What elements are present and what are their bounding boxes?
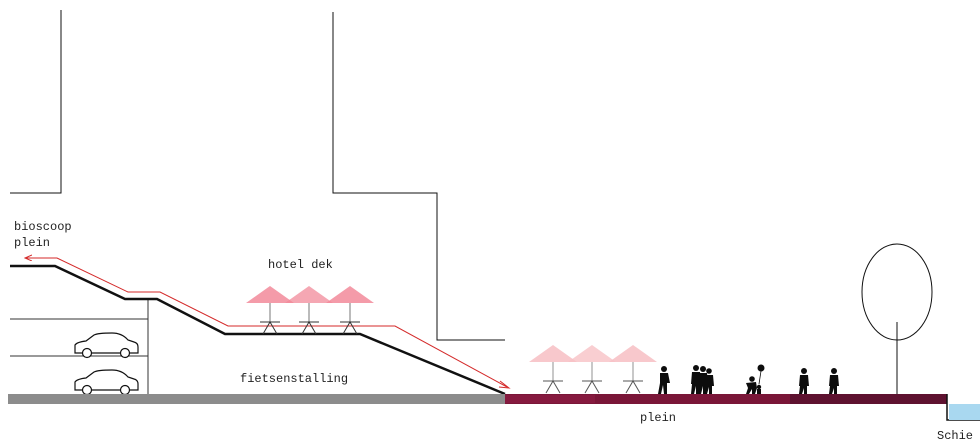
tree-icon [861, 243, 933, 394]
plaza-surface-accent [505, 395, 595, 403]
water [949, 404, 980, 420]
label-bioscoop-line2: plein [14, 236, 50, 250]
person-icon [799, 368, 809, 394]
building-outline-right [332, 12, 505, 341]
route-arrow [26, 258, 508, 388]
umbrella-icon [246, 286, 294, 335]
ground-strip [8, 394, 505, 404]
label-plein: plein [640, 411, 676, 425]
person-icon [658, 366, 670, 394]
car-icon [74, 332, 139, 359]
umbrella-icon [326, 286, 374, 335]
umbrella-icon [568, 345, 616, 394]
umbrella-icon [609, 345, 657, 394]
car-icon [74, 369, 139, 396]
umbrella-icon [529, 345, 577, 394]
label-schie: Schie [937, 429, 973, 443]
person-icon [746, 364, 765, 394]
route-arrow-head [498, 380, 511, 389]
hotel-deck-slope [10, 264, 506, 396]
umbrella-icon [285, 286, 333, 335]
building-outline-left [10, 10, 62, 194]
person-icon [691, 365, 714, 394]
plaza-surface-dark [790, 394, 947, 404]
person-icon [829, 368, 839, 394]
label-bioscoop-line1: bioscoop [14, 220, 72, 234]
label-hotel-dek: hotel dek [268, 258, 333, 272]
label-fietsenstalling: fietsenstalling [240, 372, 348, 386]
plaza-surface [505, 394, 947, 404]
